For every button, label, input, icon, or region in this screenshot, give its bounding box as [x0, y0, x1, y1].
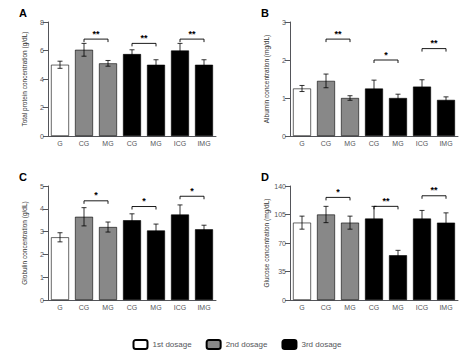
svg-text:0: 0 — [282, 133, 286, 140]
svg-text:0: 0 — [40, 297, 44, 304]
svg-text:B: B — [261, 7, 269, 19]
svg-text:CG: CG — [321, 140, 332, 147]
svg-text:IMG: IMG — [439, 140, 452, 147]
svg-text:1: 1 — [40, 274, 44, 281]
svg-text:CG: CG — [369, 304, 380, 311]
svg-text:G: G — [57, 304, 62, 311]
svg-text:**: ** — [140, 33, 148, 43]
svg-text:G: G — [299, 304, 304, 311]
svg-text:CG: CG — [127, 140, 138, 147]
svg-text:0: 0 — [40, 133, 44, 140]
svg-text:*: * — [384, 50, 388, 60]
svg-text:1: 1 — [282, 95, 286, 102]
svg-text:2: 2 — [40, 251, 44, 258]
svg-text:MG: MG — [150, 304, 161, 311]
svg-text:MG: MG — [392, 304, 403, 311]
svg-text:IMG: IMG — [439, 304, 452, 311]
svg-text:ICG: ICG — [416, 304, 428, 311]
svg-text:MG: MG — [344, 140, 355, 147]
svg-text:G: G — [57, 140, 62, 147]
svg-text:CG: CG — [79, 304, 90, 311]
svg-text:*: * — [336, 187, 340, 197]
svg-text:**: ** — [188, 29, 196, 39]
svg-text:D: D — [261, 171, 269, 183]
svg-text:MG: MG — [392, 140, 403, 147]
svg-text:*: * — [142, 196, 146, 206]
svg-text:4: 4 — [40, 76, 44, 83]
svg-text:ICG: ICG — [174, 140, 186, 147]
svg-text:Albumin concentration (mg/dL): Albumin concentration (mg/dL) — [263, 35, 271, 124]
svg-text:IMG: IMG — [197, 140, 210, 147]
svg-text:2: 2 — [40, 104, 44, 111]
svg-text:4: 4 — [40, 205, 44, 212]
svg-text:**: ** — [430, 38, 438, 48]
svg-text:*: * — [190, 186, 194, 196]
svg-text:CG: CG — [127, 304, 138, 311]
svg-text:IMG: IMG — [197, 304, 210, 311]
svg-text:Globulin concentration (g/dL): Globulin concentration (g/dL) — [21, 201, 29, 284]
svg-text:A: A — [19, 7, 27, 19]
svg-text:Total protein concentration (g: Total protein concentration (g/dL) — [21, 31, 29, 126]
svg-text:CG: CG — [321, 304, 332, 311]
svg-text:G: G — [299, 140, 304, 147]
svg-text:0: 0 — [282, 297, 286, 304]
svg-text:MG: MG — [150, 140, 161, 147]
svg-text:MG: MG — [102, 304, 113, 311]
svg-text:3rd dosage: 3rd dosage — [301, 340, 342, 349]
svg-text:**: ** — [92, 29, 100, 39]
svg-text:70: 70 — [278, 240, 286, 247]
svg-text:**: ** — [382, 196, 390, 206]
svg-text:Glucose concentration (mg/dL): Glucose concentration (mg/dL) — [263, 199, 271, 288]
svg-text:2nd dosage: 2nd dosage — [226, 340, 268, 349]
svg-text:3: 3 — [282, 19, 286, 26]
svg-text:MG: MG — [102, 140, 113, 147]
svg-text:35: 35 — [278, 268, 286, 275]
svg-text:ICG: ICG — [174, 304, 186, 311]
svg-text:C: C — [19, 171, 27, 183]
svg-text:**: ** — [430, 185, 438, 195]
svg-text:CG: CG — [369, 140, 380, 147]
svg-text:**: ** — [334, 29, 342, 39]
svg-text:6: 6 — [40, 47, 44, 54]
svg-text:1st dosage: 1st dosage — [153, 340, 193, 349]
svg-text:ICG: ICG — [416, 140, 428, 147]
svg-text:CG: CG — [79, 140, 90, 147]
svg-text:140: 140 — [274, 183, 286, 190]
svg-text:MG: MG — [344, 304, 355, 311]
svg-text:*: * — [94, 190, 98, 200]
svg-text:3: 3 — [40, 228, 44, 235]
svg-text:5: 5 — [40, 183, 44, 190]
svg-text:8: 8 — [40, 19, 44, 26]
svg-text:2: 2 — [282, 57, 286, 64]
svg-text:105: 105 — [274, 211, 286, 218]
